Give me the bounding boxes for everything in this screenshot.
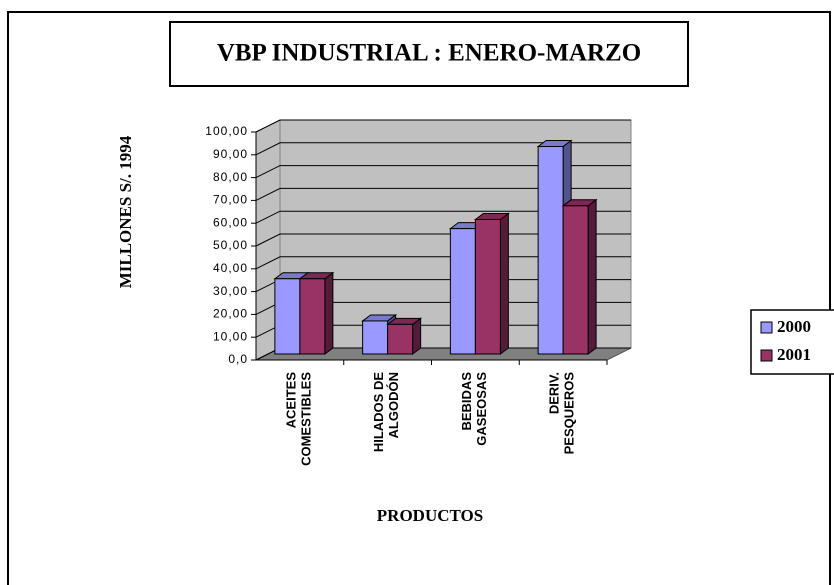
grid-line <box>255 165 631 179</box>
bar-side <box>587 198 597 355</box>
legend-label: 2001 <box>777 345 811 364</box>
y-tick-label: 30,00 <box>213 284 248 298</box>
x-axis-label: PRODUCTOS <box>377 506 483 525</box>
grid-line <box>255 233 631 247</box>
y-tick-label: 0,0 <box>228 352 248 366</box>
legend-box <box>750 309 834 375</box>
x-tick-label: BEBIDASGASEOSAS <box>459 372 489 446</box>
y-tick-label: 60,00 <box>213 215 248 229</box>
y-tick-label: 90,00 <box>213 147 248 161</box>
bar <box>474 218 501 355</box>
grid-line <box>255 119 631 133</box>
grid-line <box>255 256 631 270</box>
y-tick-label: 20,00 <box>213 307 248 321</box>
y-tick-label: 40,00 <box>213 261 248 275</box>
grid-line <box>255 210 631 224</box>
y-tick-label: 50,00 <box>213 238 248 252</box>
y-tick-label: 100,00 <box>205 124 248 138</box>
bar <box>362 320 389 355</box>
legend-label: 2000 <box>777 317 811 336</box>
y-tick-label: 10,00 <box>213 329 248 343</box>
bar <box>299 278 326 355</box>
bar-side <box>324 271 334 355</box>
grid-line <box>255 142 631 156</box>
bar <box>537 146 564 355</box>
title-box <box>169 21 689 87</box>
y-tick-label: 70,00 <box>213 193 248 207</box>
bar <box>562 205 589 355</box>
grid-line <box>255 187 631 201</box>
chart-title: VBP INDUSTRIAL : ENERO-MARZO <box>217 40 641 67</box>
bar <box>387 323 414 355</box>
bar <box>274 278 301 355</box>
x-tick-label: DERIV.PESQUEROS <box>547 372 577 455</box>
x-tick-label: HILADOS DEALGODÓN <box>372 372 402 453</box>
y-tick-label: 80,00 <box>213 170 248 184</box>
bar <box>449 228 476 355</box>
y-axis-label: MILLONES S/. 1994 <box>116 135 135 288</box>
bar-side <box>499 212 509 355</box>
legend-swatch <box>760 349 773 362</box>
x-tick-label: ACEITESCOMESTIBLES <box>284 372 314 466</box>
legend-swatch <box>760 321 773 334</box>
